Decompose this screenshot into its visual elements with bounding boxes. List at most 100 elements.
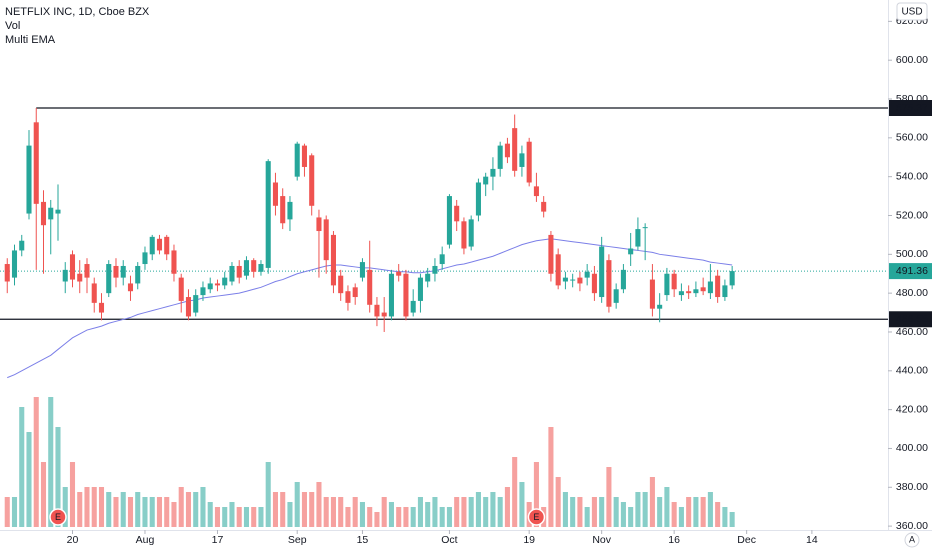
x-tick-label: Aug [136,534,155,546]
candle-body [294,143,300,177]
y-tick-label: 460.00 [896,326,928,338]
volume-bar [729,512,735,527]
candle-body [352,287,358,298]
candle-body [345,291,351,303]
volume-bar [113,497,119,527]
volume-bar [635,492,641,527]
x-tick-label: 14 [806,534,818,546]
candle-body [374,304,380,317]
candle-body [519,153,525,167]
candle-body [330,234,336,286]
candle-body [156,238,163,251]
candle-body [33,122,39,204]
candle-body [548,234,554,274]
candle-body [454,205,460,222]
volume-bar [475,492,481,527]
candle-body [135,265,141,284]
candle-body [120,265,126,278]
candle-body [562,277,568,282]
candle-body [316,217,322,232]
volume-bar [512,457,518,527]
level-label-box [889,311,932,328]
candle-body [229,265,235,282]
scale-mode-button[interactable] [904,532,920,548]
volume-bar [649,477,655,527]
volume-bar [359,502,365,527]
volume-bar [11,497,18,527]
candle-body [19,240,25,251]
candle-body [678,291,684,296]
candle-body [367,269,373,305]
x-tick-label: Nov [592,534,611,546]
volume-bar [229,502,235,527]
volume-bar [664,487,670,527]
volume-bar [294,482,300,527]
volume-bar [715,502,721,527]
x-tick-label: 17 [212,534,224,546]
volume-bar [352,497,358,527]
candle-body [497,145,503,169]
volume-bar [490,492,496,527]
candle-body [686,291,692,294]
candle-body [541,201,547,212]
x-tick-label: Sep [288,534,307,546]
volume-bar [374,512,380,527]
volume-bar [142,497,148,527]
y-tick-label: 560.00 [896,132,928,144]
candle-body [301,145,307,167]
candle-body [48,207,54,220]
x-tick-label: 16 [668,534,680,546]
x-tick-label: 20 [67,534,79,546]
candle-body [4,264,10,282]
candle-body [388,273,394,317]
candle-body [664,273,670,296]
volume-bar [555,477,561,527]
volume-bar [417,497,423,527]
y-tick-label: 520.00 [896,209,928,221]
axes: 360.00 380.00 400.00 420.00 440.00 460.00 480.… [67,15,932,546]
candle-body [40,201,47,226]
volume-bar [309,492,315,527]
candle-body [584,271,590,278]
last-price-box [889,263,932,280]
volume-bar [671,502,677,527]
candle-body [461,221,467,249]
y-tick-label: 420.00 [896,403,928,415]
volume-bar [432,497,438,527]
volume-bar [519,482,525,527]
candle-body [446,196,452,245]
volume-bar [613,497,619,527]
y-tick-label: 480.00 [896,287,928,299]
volume-bar [410,507,416,527]
level-label: 575.37 [896,102,928,114]
currency-box[interactable] [896,2,928,21]
candle-body [417,277,423,301]
candle-body [649,279,655,309]
volume-bar [62,487,68,527]
volume-bar [599,497,605,527]
indicator-label: Vol [5,20,20,32]
candle-body [635,229,641,247]
candle-body [214,283,221,286]
x-tick-label: Dec [737,534,756,546]
candle-body [207,283,213,290]
candle-body [555,254,561,286]
volume-bar [497,497,503,527]
candle-body [512,128,518,171]
volume-bar [106,492,112,527]
scale-mode: A [909,534,915,544]
volume-bar [171,502,177,527]
volume-bar [193,492,199,527]
x-tick-label: 19 [523,534,535,546]
candle-body [280,196,286,224]
candle-body [483,176,489,185]
y-tick-label: 380.00 [896,481,928,493]
volume-bar [468,497,474,527]
volume-bar [207,502,213,527]
candle-body [533,186,539,197]
earnings-marker [49,508,67,526]
volume-bar [591,497,597,527]
volume-bar [425,502,431,527]
